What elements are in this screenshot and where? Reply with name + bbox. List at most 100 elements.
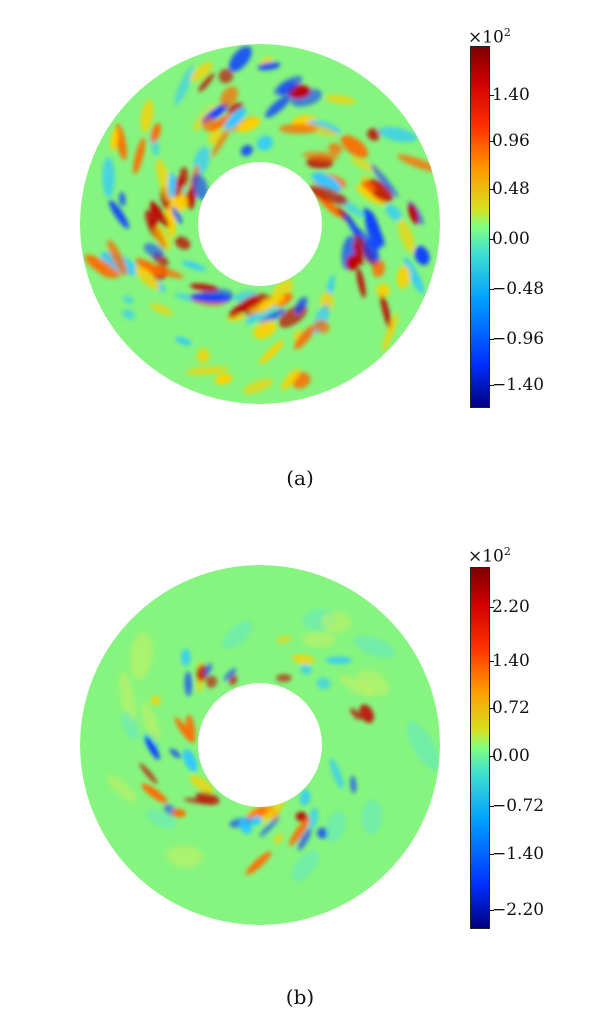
faint-structures bbox=[107, 609, 440, 882]
vortex-blob bbox=[276, 636, 292, 643]
vortex-blob bbox=[145, 736, 160, 760]
vortex-blob bbox=[169, 748, 181, 759]
colorbar-tick bbox=[489, 756, 494, 757]
vortex-blob bbox=[353, 241, 363, 266]
faint-structure bbox=[129, 632, 153, 681]
colorbar-tick-label: 0.00 bbox=[492, 229, 530, 249]
vortex-blob bbox=[196, 348, 210, 363]
colorbar-tick-label: 0.72 bbox=[492, 698, 530, 718]
caption-b: (b) bbox=[285, 985, 315, 1009]
vortex-blob bbox=[297, 827, 312, 851]
vortex-blob bbox=[379, 290, 393, 333]
vortex-blob bbox=[210, 121, 234, 158]
faint-structure bbox=[339, 675, 374, 697]
colorbar-tick bbox=[489, 95, 494, 96]
faint-structure bbox=[320, 611, 352, 633]
vortex-blob bbox=[139, 763, 158, 785]
vortex-blob bbox=[363, 239, 379, 263]
vortex-blob bbox=[314, 319, 330, 334]
vortex-blob bbox=[224, 107, 246, 131]
faint-structure bbox=[145, 809, 177, 829]
vortex-blob bbox=[140, 99, 154, 133]
vortex-blobs bbox=[139, 636, 374, 875]
vortex-blob bbox=[289, 817, 310, 846]
vortex-blob bbox=[240, 144, 253, 157]
vortex-blob bbox=[153, 225, 172, 251]
vortex-blob bbox=[325, 95, 356, 105]
vortex-blob bbox=[361, 180, 376, 193]
vortex-blob bbox=[377, 126, 418, 143]
inner-hole bbox=[198, 683, 322, 807]
vortex-blob bbox=[185, 714, 196, 744]
colorbar-tick-label: −0.72 bbox=[492, 796, 545, 816]
vortex-blob bbox=[243, 378, 273, 395]
vortex-blob bbox=[174, 175, 183, 198]
colorbar-tick-label: −1.40 bbox=[492, 375, 545, 395]
colorbar-tick-label: 2.20 bbox=[492, 597, 530, 617]
vortex-blob bbox=[122, 309, 135, 320]
vortex-blob bbox=[408, 203, 419, 225]
caption-a: (a) bbox=[286, 466, 314, 490]
vortex-blob bbox=[195, 791, 220, 805]
vortex-blob bbox=[149, 200, 159, 228]
vortex-blob bbox=[356, 184, 387, 206]
vortex-blob bbox=[196, 664, 208, 682]
vortex-blob bbox=[397, 154, 439, 172]
vortex-blob bbox=[382, 312, 399, 352]
vortex-blob bbox=[278, 123, 318, 134]
vortex-blob bbox=[385, 204, 402, 221]
vortex-blob bbox=[135, 258, 163, 277]
vortex-blob bbox=[187, 187, 196, 210]
vortex-blob bbox=[350, 775, 357, 794]
colorbar-tick bbox=[489, 607, 494, 608]
vortex-blob bbox=[107, 239, 128, 276]
contour-plot-a bbox=[80, 44, 440, 404]
vortex-blob bbox=[309, 185, 348, 205]
vortex-blob bbox=[250, 815, 262, 826]
vortex-blob bbox=[180, 648, 191, 666]
colorbar-tick-label: −0.48 bbox=[492, 279, 545, 299]
vortex-blob bbox=[308, 807, 319, 829]
vortex-blob bbox=[370, 164, 399, 198]
colorbar-exponent-a: ×102 bbox=[468, 26, 511, 48]
colorbar-exponent-b: ×102 bbox=[468, 545, 511, 567]
colorbar-tick bbox=[489, 910, 494, 911]
vortex-blob bbox=[190, 61, 213, 82]
vortex-blob bbox=[186, 366, 229, 375]
vortex-blob bbox=[174, 236, 191, 250]
vortex-blob bbox=[141, 783, 168, 804]
vortex-blob bbox=[228, 46, 252, 72]
vortex-blob bbox=[150, 303, 173, 316]
vortex-blob bbox=[340, 135, 369, 158]
vortex-blob bbox=[122, 295, 134, 304]
vortex-blob bbox=[258, 308, 286, 325]
colorbar-tick bbox=[489, 189, 494, 190]
vortex-blob bbox=[167, 172, 177, 199]
vortex-blob bbox=[346, 255, 359, 271]
vortex-blob bbox=[143, 243, 164, 258]
vortex-blob bbox=[174, 65, 194, 106]
colorbar-tick-label: 0.00 bbox=[492, 746, 530, 766]
vortex-blob bbox=[184, 671, 193, 697]
vortex-blob bbox=[247, 806, 266, 819]
vortex-blob bbox=[414, 246, 430, 266]
colorbar-tick bbox=[489, 708, 494, 709]
vortex-blob bbox=[294, 296, 308, 315]
vorticity-field-a bbox=[80, 44, 440, 404]
colorbar-tick bbox=[489, 385, 494, 386]
vortex-blob bbox=[364, 209, 382, 250]
faint-structure bbox=[361, 799, 383, 835]
colorbar-b bbox=[470, 567, 490, 929]
faint-structure bbox=[141, 702, 161, 745]
vortex-blob bbox=[245, 851, 272, 875]
vortex-blob bbox=[273, 833, 284, 845]
vortex-blob bbox=[403, 257, 425, 294]
faint-structure bbox=[406, 721, 440, 771]
panel-a: ×102 1.40 0.96 0.48 0.00 −0.48 −0.96 −1.… bbox=[0, 0, 600, 505]
vortex-blob bbox=[198, 72, 215, 93]
vortex-blob bbox=[278, 81, 297, 96]
vortex-blob bbox=[134, 266, 160, 290]
faint-structure bbox=[353, 635, 396, 659]
vortex-blob bbox=[189, 775, 214, 793]
